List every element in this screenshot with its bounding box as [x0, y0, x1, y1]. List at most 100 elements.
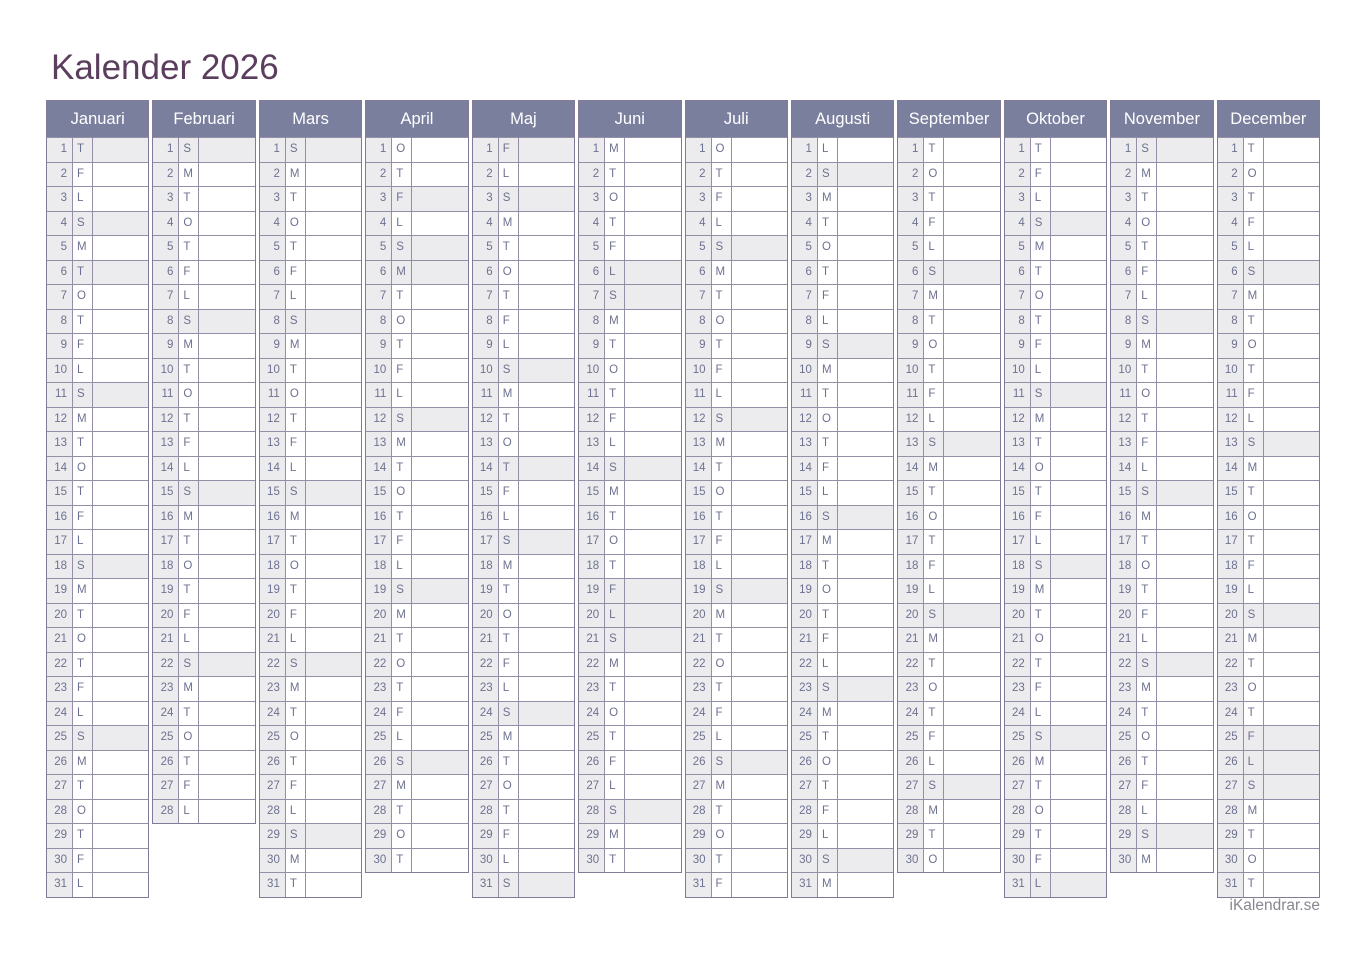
day-letter-cell: S	[817, 334, 838, 358]
day-row: 25 O	[153, 725, 255, 750]
day-row: 10 L	[1004, 357, 1107, 382]
day-letter-cell: M	[605, 481, 626, 505]
day-number-cell: 1	[685, 138, 712, 162]
day-notes-cell	[625, 187, 681, 211]
day-number-cell: 15	[685, 481, 712, 505]
day-row: 19 S	[366, 578, 468, 603]
day-number-cell: 6	[1217, 260, 1244, 284]
day-row: 27 L	[579, 774, 681, 799]
day-notes-cell	[412, 505, 468, 529]
day-row: 18 L	[366, 553, 468, 578]
day-number-cell: 23	[47, 677, 73, 701]
day-letter-cell: T	[1243, 652, 1264, 676]
day-row: 20 O	[472, 602, 575, 627]
day-letter-cell: M	[924, 285, 945, 309]
day-row: 11 L	[366, 382, 468, 407]
day-notes-cell	[199, 530, 255, 554]
day-notes-cell	[412, 432, 468, 456]
day-letter-cell: F	[1030, 162, 1051, 186]
day-row: 31 T	[1217, 872, 1320, 897]
day-notes-cell	[837, 799, 894, 823]
day-number-cell: 21	[685, 628, 712, 652]
day-notes-cell	[944, 824, 1000, 848]
day-letter-cell: T	[924, 481, 945, 505]
day-number-cell: 24	[791, 701, 818, 725]
day-number-cell: 17	[366, 530, 393, 554]
day-number-cell: 20	[153, 603, 180, 627]
day-notes-cell	[518, 726, 575, 750]
day-letter-cell: S	[1243, 260, 1264, 284]
day-notes-cell	[518, 138, 575, 162]
day-notes-cell	[518, 162, 575, 186]
day-letter-cell: M	[285, 334, 306, 358]
day-notes-cell	[518, 628, 575, 652]
day-notes-cell	[1157, 726, 1213, 750]
day-number-cell: 26	[1217, 750, 1244, 774]
day-notes-cell	[1157, 701, 1213, 725]
day-letter-cell: S	[1030, 726, 1051, 750]
day-row: 24 F	[685, 700, 787, 725]
day-number-cell: 19	[898, 579, 925, 603]
day-letter-cell: T	[179, 187, 200, 211]
day-letter-cell: S	[73, 211, 93, 235]
day-number-cell: 11	[1111, 383, 1138, 407]
day-letter-cell: F	[711, 701, 732, 725]
day-number-cell: 24	[1111, 701, 1138, 725]
day-number-cell: 8	[898, 309, 925, 333]
day-letter-cell: M	[1243, 799, 1264, 823]
day-notes-cell	[1050, 456, 1107, 480]
day-number-cell: 6	[259, 260, 286, 284]
month-september: September 1 T 2 O 3 T 4 F 5 L 6 S 7 M 8 T 9 O 10 T 11 F 12 L 13 S 1…	[897, 100, 1001, 873]
day-number-cell: 10	[685, 358, 712, 382]
day-number-cell: 2	[153, 162, 180, 186]
day-notes-cell	[1050, 138, 1107, 162]
day-notes-cell	[305, 628, 362, 652]
day-notes-cell	[93, 481, 149, 505]
day-number-cell: 28	[791, 799, 818, 823]
day-row: 12 M	[47, 406, 149, 431]
day-letter-cell: T	[817, 775, 838, 799]
day-letter-cell: L	[817, 652, 838, 676]
day-number-cell: 17	[1111, 530, 1138, 554]
day-notes-cell	[1050, 383, 1107, 407]
day-notes-cell	[305, 848, 362, 872]
day-row: 17 F	[366, 529, 468, 554]
day-letter-cell: O	[1137, 211, 1158, 235]
day-row: 28 T	[366, 798, 468, 823]
day-notes-cell	[1050, 848, 1107, 872]
day-notes-cell	[305, 309, 362, 333]
day-row: 10 L	[47, 357, 149, 382]
day-notes-cell	[199, 677, 255, 701]
day-notes-cell	[93, 554, 149, 578]
day-row: 11 O	[259, 382, 362, 407]
day-number-cell: 27	[153, 775, 180, 799]
day-number-cell: 23	[791, 677, 818, 701]
day-letter-cell: L	[392, 211, 413, 235]
day-number-cell: 10	[366, 358, 393, 382]
day-letter-cell: T	[498, 799, 519, 823]
day-notes-cell	[93, 775, 149, 799]
day-notes-cell	[944, 456, 1000, 480]
day-letter-cell: L	[285, 628, 306, 652]
day-number-cell: 17	[898, 530, 925, 554]
day-notes-cell	[731, 677, 787, 701]
day-number-cell: 26	[47, 750, 73, 774]
day-row: 27 T	[1004, 774, 1107, 799]
day-row: 16 F	[1004, 504, 1107, 529]
day-row: 20 M	[366, 602, 468, 627]
day-notes-cell	[305, 726, 362, 750]
day-letter-cell: F	[179, 775, 200, 799]
day-notes-cell	[305, 407, 362, 431]
day-number-cell: 15	[1111, 481, 1138, 505]
day-letter-cell: L	[285, 285, 306, 309]
month-header: Oktober	[1004, 101, 1107, 137]
day-notes-cell	[412, 799, 468, 823]
day-number-cell: 4	[366, 211, 393, 235]
